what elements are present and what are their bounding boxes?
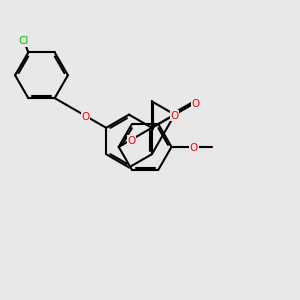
Text: O: O [171, 111, 179, 121]
Text: O: O [81, 112, 90, 122]
Text: Cl: Cl [18, 36, 29, 46]
Text: O: O [190, 143, 198, 153]
Text: O: O [191, 99, 200, 109]
Text: O: O [127, 136, 135, 146]
